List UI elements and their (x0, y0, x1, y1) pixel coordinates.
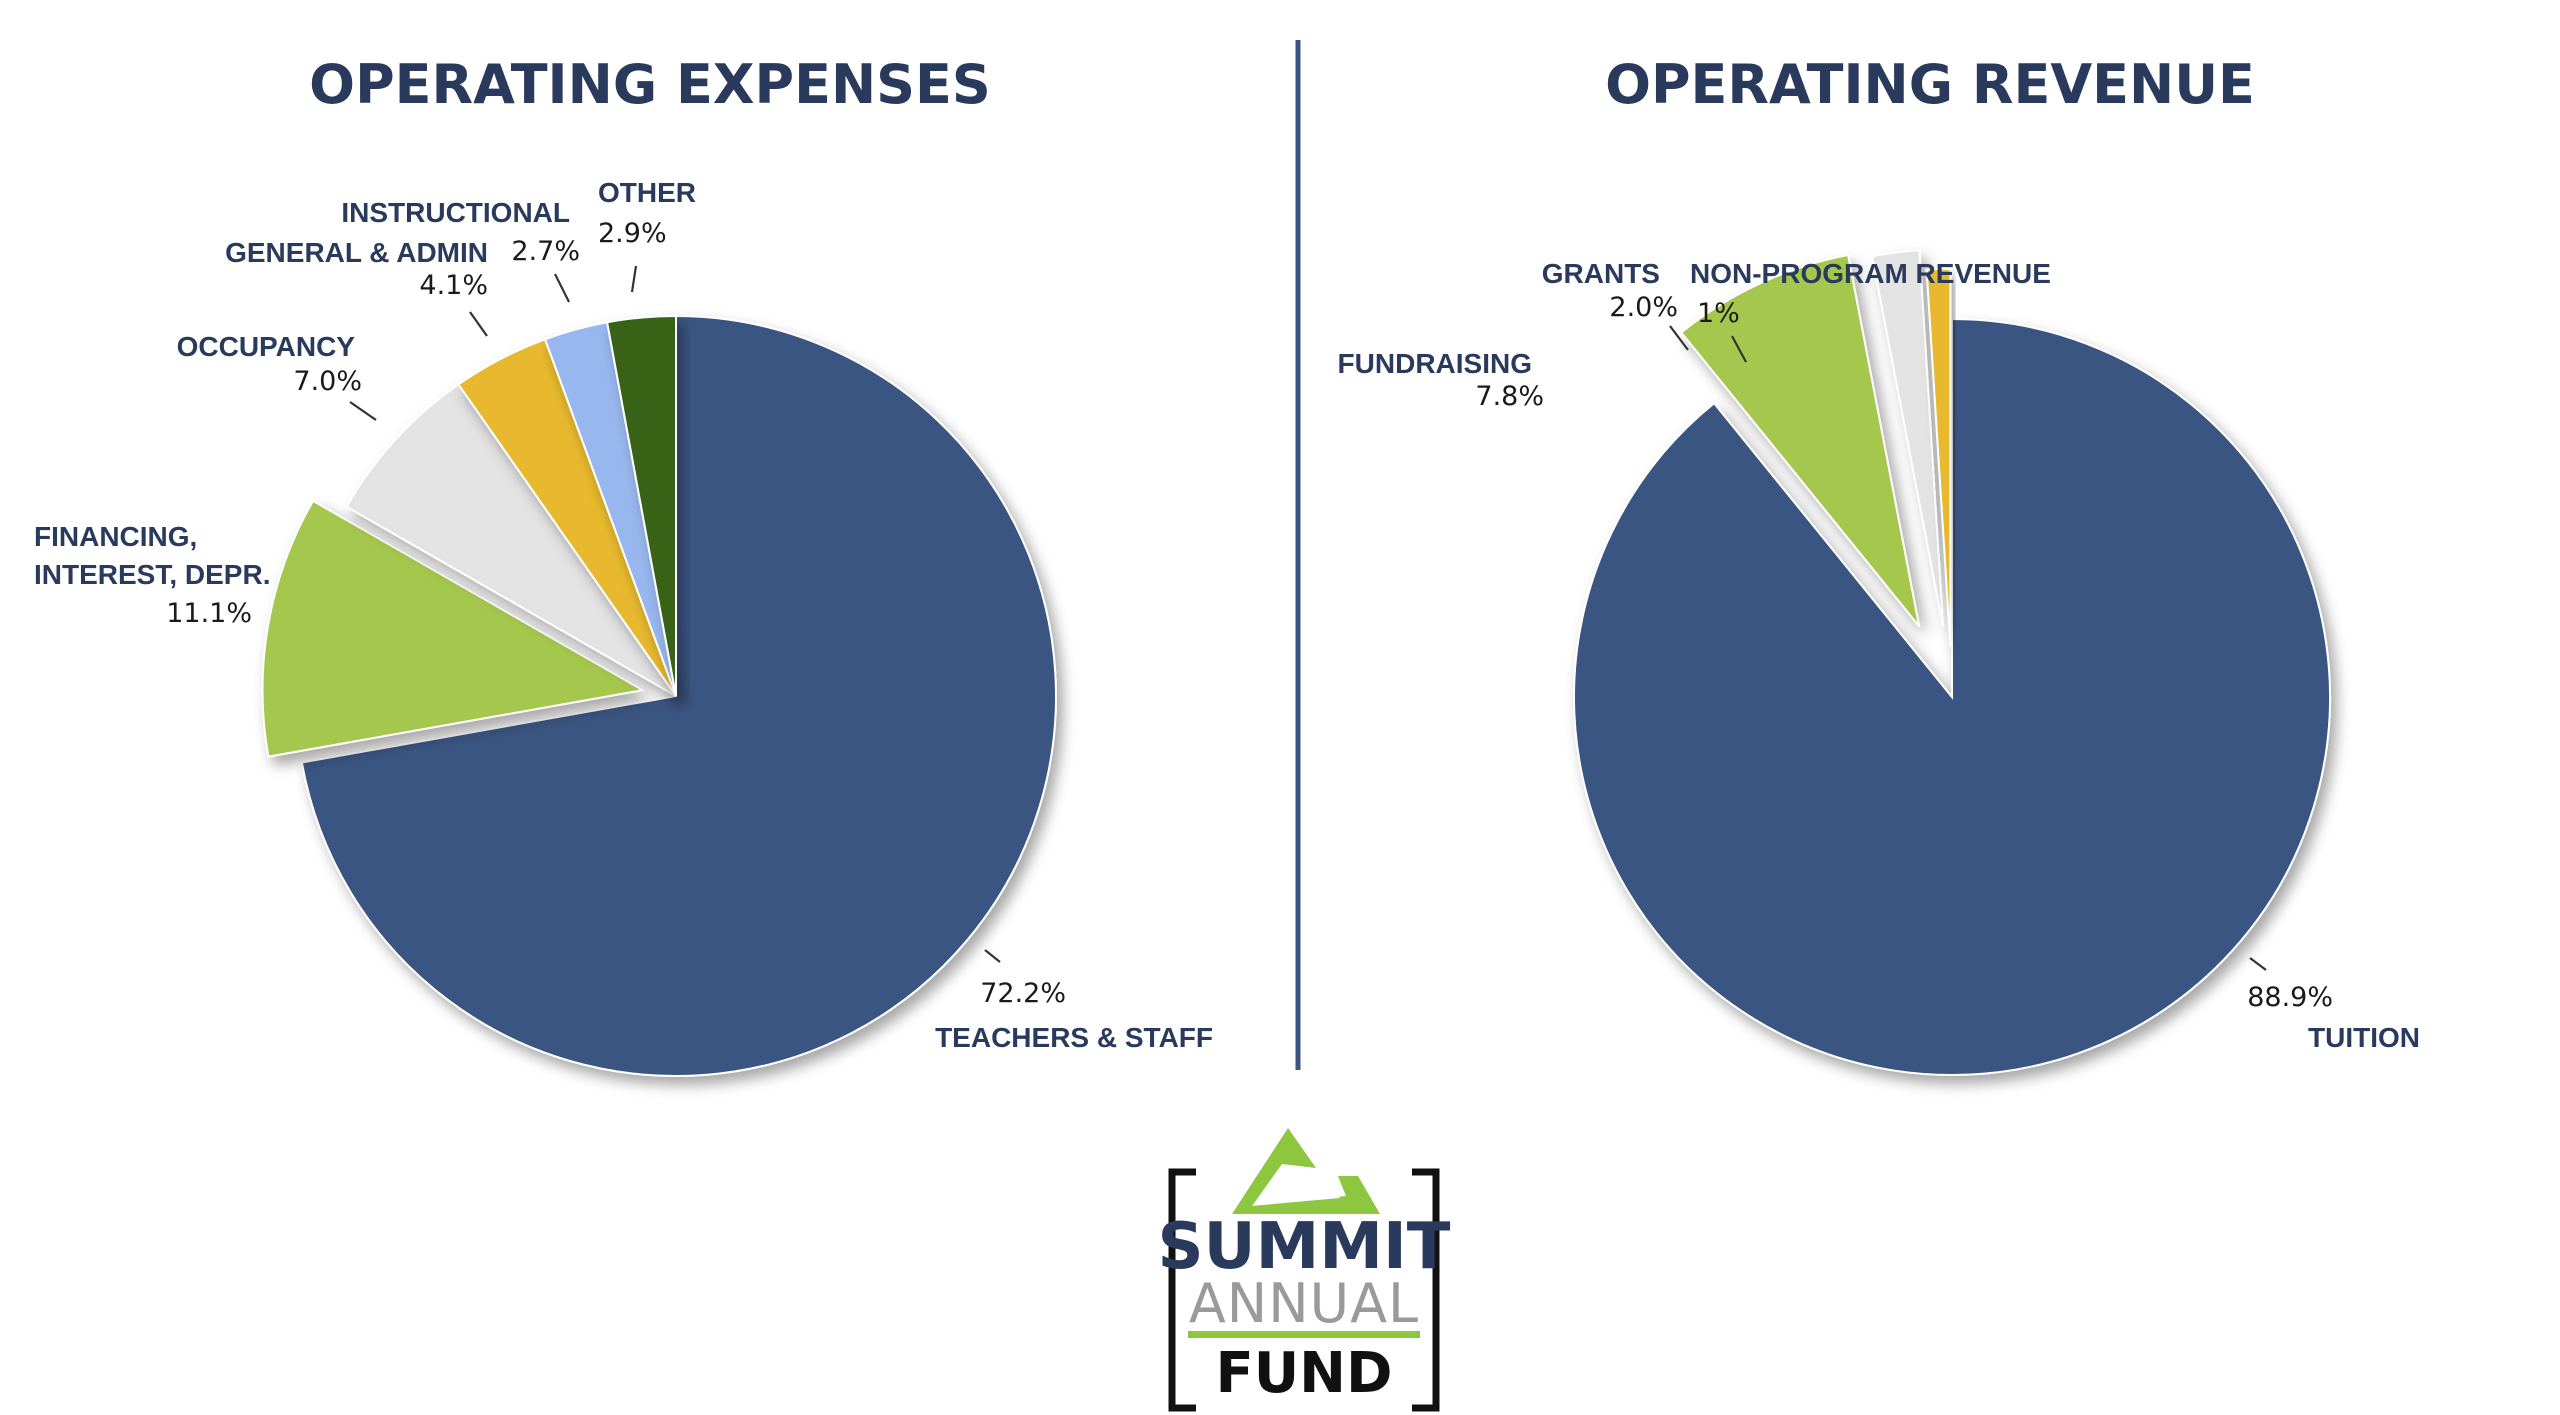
operating-expenses-chart: OPERATING EXPENSES TEACHERS & STAFF 72.2%… (34, 53, 1213, 1077)
leader-line-grants (1669, 325, 1689, 351)
slice-label-teachers-and-staff: TEACHERS & STAFF (935, 1022, 1213, 1053)
pie-slice-other (605, 314, 677, 697)
pie-slice-financing-interest-depr (261, 499, 646, 758)
slice-value-instructional: 2.7% (511, 236, 580, 267)
logo-frame-right (1412, 1168, 1440, 1412)
pie-slice-teachers-and-staff (300, 314, 1057, 1077)
leader-line-teachers-and-staff (984, 949, 1001, 963)
operating-expenses-pie (261, 314, 1057, 1077)
slice-value-financing-interest-depr: 11.1% (166, 598, 252, 629)
slice-value-general-and-admin: 4.1% (419, 270, 488, 301)
logo-frame-left (1168, 1168, 1196, 1412)
logo-underline (1188, 1331, 1420, 1338)
slice-label-general-and-admin: GENERAL & ADMIN (225, 237, 488, 268)
leader-line-general-and-admin (469, 311, 488, 337)
slice-label-occupancy: OCCUPANCY (177, 331, 356, 362)
chart-title-operating-expenses: OPERATING EXPENSES (309, 53, 991, 116)
pie-slice-non-program-revenue (1925, 268, 1952, 648)
operating-revenue-chart: OPERATING REVENUE TUITION 88.9% FUNDRAISIN… (1338, 53, 2420, 1076)
logo-text-annual: ANNUAL (1189, 1272, 1419, 1335)
summit-annual-fund-logo: SUMMIT ANNUAL FUND (1158, 1128, 1451, 1412)
leader-line-non-program-revenue (1731, 335, 1747, 363)
leader-line-other (630, 265, 638, 293)
slice-value-fundraising: 7.8% (1475, 381, 1544, 412)
logo-text-summit: SUMMIT (1158, 1210, 1451, 1284)
pie-slice-tuition (1573, 317, 2331, 1076)
pie-slice-occupancy (345, 383, 677, 697)
slice-value-grants: 2.0% (1609, 292, 1678, 323)
slice-label-financing-interest-depr-line-1: FINANCING, (34, 521, 197, 552)
slice-label-tuition: TUITION (2308, 1022, 2420, 1053)
slice-label-fundraising: FUNDRAISING (1338, 348, 1532, 379)
leader-line-tuition (2249, 957, 2267, 971)
operating-expenses-labels: TEACHERS & STAFF 72.2% FINANCING, INTEREST,… (34, 177, 1213, 1053)
chart-title-operating-revenue: OPERATING REVENUE (1605, 53, 2255, 116)
pie-slice-fundraising (1679, 253, 1921, 627)
pie-slice-grants (1870, 249, 1945, 628)
slice-value-tuition: 88.9% (2247, 982, 2333, 1013)
slice-label-other: OTHER (598, 177, 696, 208)
leader-line-occupancy (349, 401, 377, 421)
slice-label-non-program-revenue: NON-PROGRAM REVENUE (1690, 258, 2051, 289)
slice-value-teachers-and-staff: 72.2% (980, 978, 1066, 1009)
operating-revenue-pie (1573, 249, 2331, 1076)
slice-label-instructional: INSTRUCTIONAL (341, 197, 570, 228)
slice-value-occupancy: 7.0% (293, 366, 362, 397)
leader-line-instructional (554, 273, 570, 303)
slice-label-grants: GRANTS (1542, 258, 1660, 289)
slice-label-financing-interest-depr-line-2: INTEREST, DEPR. (34, 559, 270, 590)
logo-text-fund: FUND (1215, 1341, 1392, 1406)
mountain-icon (1232, 1128, 1380, 1214)
slice-value-other: 2.9% (598, 218, 667, 249)
slice-value-non-program-revenue: 1% (1697, 298, 1740, 329)
